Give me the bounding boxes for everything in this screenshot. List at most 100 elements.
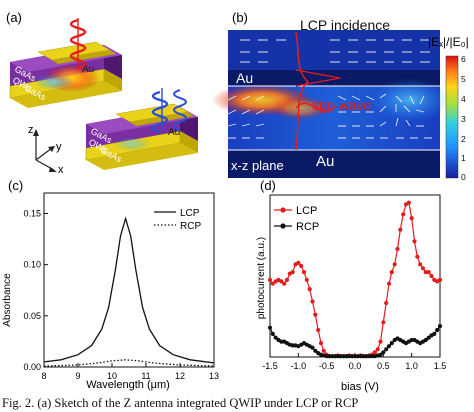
chart-d-point-lcp bbox=[375, 347, 380, 352]
chart-d-xtick-label: -1.5 bbox=[262, 361, 278, 371]
field-arrows bbox=[227, 39, 432, 139]
axis-z-label: z bbox=[28, 124, 34, 136]
field-map-au-strip bbox=[228, 70, 440, 86]
chart-c-xtick-label: 12 bbox=[175, 371, 185, 381]
chart-d-point-lcp bbox=[267, 277, 273, 282]
chart-d-point-rcp bbox=[381, 350, 386, 355]
device-lcp-gold-base-front bbox=[10, 81, 122, 108]
field-map-title: LCP incidence bbox=[300, 17, 390, 33]
chart-d-point-rcp bbox=[330, 354, 335, 359]
colorbar-tick: 6 bbox=[461, 54, 466, 64]
chart-d-point-rcp bbox=[270, 331, 275, 336]
chart-d-point-rcp bbox=[267, 325, 273, 330]
chart-d-point-lcp bbox=[284, 277, 290, 282]
chart-c-xtick-label: 10 bbox=[107, 371, 117, 381]
axis-y-label: y bbox=[56, 141, 62, 153]
axes-triad bbox=[33, 129, 57, 172]
legend-marker-lcp-d bbox=[280, 207, 286, 213]
chart-d-ticks: -1.5 -1.0 -0.5 0.0 0.5 1.0 1.5 bbox=[262, 353, 446, 371]
chart-d-point-rcp bbox=[355, 354, 360, 359]
chart-d-point-lcp bbox=[409, 216, 414, 221]
chart-d-point-lcp bbox=[310, 299, 315, 304]
chart-d-xtick-label: 0.5 bbox=[377, 361, 390, 371]
chart-d-ylabel: photocurrent (a.u.) bbox=[256, 237, 267, 319]
chart-c-legend: LCP RCP bbox=[154, 208, 201, 232]
chart-d-xtick-label: -0.5 bbox=[319, 361, 335, 371]
chart-d-point-rcp bbox=[338, 354, 343, 359]
chart-d-point-lcp bbox=[392, 262, 397, 267]
chart-d-point-lcp bbox=[304, 277, 309, 282]
device-lcp-cyan bbox=[34, 74, 74, 90]
chart-d-xtick-label: 1.0 bbox=[405, 361, 418, 371]
colorbar-tick: 0 bbox=[461, 172, 466, 182]
chart-d-legend: LCP RCP bbox=[274, 205, 319, 233]
chart-c-ytick-label: 0.10 bbox=[23, 260, 41, 270]
chart-d-point-lcp bbox=[318, 341, 324, 346]
figure-caption: Fig. 2. (a) Sketch of the Z antenna inte… bbox=[2, 396, 359, 410]
panel-d-label: (d) bbox=[260, 178, 276, 193]
chart-c-ticks: 8 9 10 11 12 13 0.00 0.05 0.10 0.15 bbox=[23, 208, 219, 381]
chart-d-point-rcp bbox=[386, 344, 392, 349]
chart-d-point-rcp bbox=[378, 352, 383, 357]
panel-c-label: (c) bbox=[8, 178, 23, 193]
legend-label-lcp-d: LCP bbox=[296, 205, 317, 217]
colorbar-tick: 5 bbox=[461, 74, 466, 84]
colorbar-tick: 4 bbox=[461, 94, 466, 104]
field-map-hot-mid bbox=[270, 96, 330, 120]
chart-d-point-rcp bbox=[384, 347, 389, 352]
field-map-spp-wave bbox=[295, 102, 337, 113]
chart-d-point-lcp bbox=[270, 281, 275, 286]
chart-d-point-lcp bbox=[386, 281, 392, 286]
chart-d-point-lcp bbox=[384, 300, 389, 306]
device-rcp: Au GaAs QWs GaAs bbox=[85, 88, 198, 170]
colorbar-tick: 3 bbox=[461, 114, 466, 124]
chart-c-frame bbox=[43, 192, 215, 368]
chart-d-point-lcp bbox=[321, 348, 326, 353]
chart-d-point-lcp bbox=[418, 262, 423, 267]
chart-d-point-lcp bbox=[299, 263, 304, 269]
chart-c-ytick-label: 0.00 bbox=[23, 362, 41, 372]
chart-d-point-lcp bbox=[307, 287, 312, 292]
chart-d-xlabel: bias (V) bbox=[341, 381, 379, 393]
field-map-au-top: Au bbox=[236, 70, 253, 86]
chart-d-xtick-label: 0.0 bbox=[349, 361, 362, 371]
chart-c-xlabel: Wavelength (μm) bbox=[86, 379, 170, 391]
panel-d: (d) photocurrent (a.u.) bias (V) -1.5 -1.… bbox=[256, 178, 446, 393]
chart-d-point-lcp bbox=[279, 279, 284, 284]
panel-c: (c) Absorbance Wavelength (μm) 8 9 10 11 12 1… bbox=[2, 178, 219, 391]
axis-x-label: x bbox=[58, 164, 64, 176]
chart-d-point-lcp bbox=[395, 246, 400, 252]
chart-c-ytick-label: 0.15 bbox=[23, 208, 41, 218]
legend-label-rcp: RCP bbox=[180, 221, 201, 232]
chart-d-point-rcp bbox=[426, 335, 431, 340]
device-rcp-spiral2 bbox=[173, 89, 187, 131]
field-map-lcp-profile2 bbox=[295, 69, 341, 87]
chart-d-point-rcp bbox=[273, 335, 278, 340]
chart-d-point-rcp bbox=[437, 324, 443, 329]
chart-d-point-lcp bbox=[426, 270, 431, 275]
chart-d-series bbox=[267, 200, 443, 359]
chart-d-point-lcp bbox=[389, 270, 394, 275]
chart-d-point-rcp bbox=[423, 337, 428, 343]
chart-d-point-lcp bbox=[301, 270, 307, 275]
legend-marker-rcp-d bbox=[280, 223, 286, 229]
chart-d-point-lcp bbox=[437, 277, 443, 282]
chart-d-point-lcp bbox=[313, 312, 318, 317]
field-map-lcp-profile bbox=[295, 31, 310, 151]
field-map-upper-dark bbox=[228, 30, 440, 70]
colorbar-title: |Eₓ|/|E₀| bbox=[428, 35, 469, 49]
panel-a-label: (a) bbox=[6, 10, 22, 25]
chart-c-ylabel: Absorbance bbox=[2, 273, 13, 327]
chart-d-point-rcp bbox=[347, 354, 352, 359]
chart-d-point-lcp bbox=[429, 273, 434, 279]
chart-d-xtick-label: 1.5 bbox=[434, 361, 447, 371]
chart-d-point-rcp bbox=[389, 341, 394, 346]
chart-d-point-rcp bbox=[310, 345, 315, 350]
panel-b-label: (b) bbox=[232, 10, 248, 25]
legend-label-lcp: LCP bbox=[180, 208, 200, 219]
device-rcp-cyan bbox=[114, 137, 150, 151]
legend-label-rcp-d: RCP bbox=[296, 221, 319, 233]
colorbar-ticks: 6 5 4 3 2 1 0 bbox=[461, 54, 466, 182]
chart-d-point-lcp bbox=[296, 260, 301, 265]
chart-c-ytick-label: 0.05 bbox=[23, 311, 41, 321]
